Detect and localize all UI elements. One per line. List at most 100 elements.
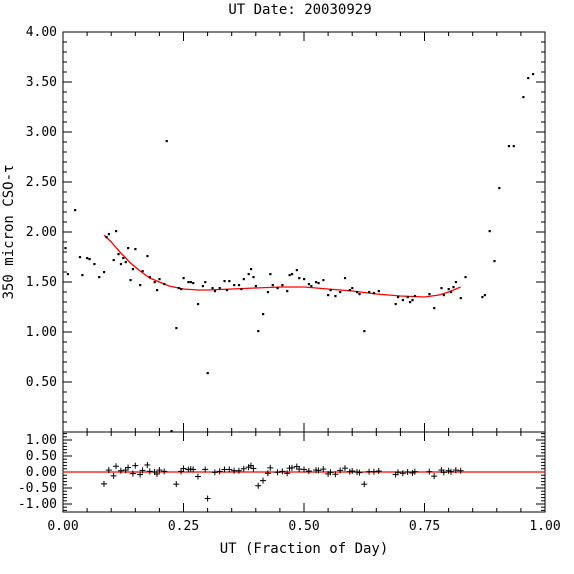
data-point bbox=[225, 289, 229, 292]
data-point bbox=[74, 209, 77, 212]
y-tick-label: 2.00 bbox=[26, 225, 57, 240]
x-tick-label: 0.50 bbox=[288, 519, 319, 534]
data-point bbox=[122, 257, 125, 260]
residual-marker bbox=[153, 470, 160, 477]
data-point bbox=[107, 233, 110, 236]
data-point bbox=[228, 280, 231, 283]
data-point bbox=[329, 289, 332, 292]
data-point bbox=[498, 187, 501, 190]
residual-marker bbox=[156, 467, 163, 474]
residual-marker bbox=[173, 481, 180, 488]
x-tick-label: 0.25 bbox=[168, 519, 199, 534]
y-tick-label: 1.00 bbox=[26, 433, 57, 448]
data-point bbox=[356, 291, 359, 294]
residual-marker bbox=[216, 468, 223, 475]
residual-marker bbox=[100, 480, 107, 487]
data-point bbox=[433, 307, 436, 310]
data-point bbox=[459, 297, 462, 300]
data-point bbox=[295, 269, 298, 272]
residual-marker bbox=[440, 469, 447, 476]
residual-plot-panel: 0.00 0.25 0.50 0.75 1.001.000.500.00-0.50-1.… bbox=[18, 431, 561, 534]
residual-axis-ticks: 0.00 0.25 0.50 0.75 1.001.000.500.00-0.50-1.… bbox=[18, 432, 561, 534]
residual-marker bbox=[404, 469, 411, 475]
data-point bbox=[450, 291, 453, 294]
data-point bbox=[158, 278, 161, 281]
data-point bbox=[204, 281, 207, 284]
data-point bbox=[483, 294, 486, 297]
data-point bbox=[413, 295, 417, 298]
data-point bbox=[223, 280, 226, 283]
residual-marker bbox=[132, 462, 139, 469]
residual-marker bbox=[146, 468, 153, 475]
data-point bbox=[286, 290, 289, 293]
data-point bbox=[102, 271, 106, 274]
data-point bbox=[88, 258, 91, 261]
y-tick-label: 0.00 bbox=[26, 465, 57, 480]
data-point bbox=[440, 287, 443, 290]
data-point bbox=[372, 292, 376, 295]
data-point bbox=[276, 287, 279, 290]
y-tick-label: 4.00 bbox=[26, 25, 57, 40]
y-tick-label: 3.00 bbox=[26, 125, 57, 140]
data-point bbox=[269, 273, 272, 276]
data-point bbox=[182, 277, 185, 280]
data-point bbox=[281, 284, 284, 287]
residual-marker bbox=[264, 470, 271, 477]
main-axis-ticks: 0.50 1.00 1.50 2.00 2.50 3.00 3.50 4.00 bbox=[26, 25, 546, 433]
residual-marker bbox=[394, 469, 401, 476]
data-point bbox=[262, 313, 265, 316]
data-point bbox=[112, 259, 115, 262]
data-point bbox=[127, 247, 130, 250]
y-tick-label: -0.50 bbox=[18, 481, 57, 496]
data-point bbox=[527, 77, 530, 80]
data-point bbox=[481, 296, 484, 299]
residual-marker bbox=[341, 465, 348, 472]
residual-marker bbox=[204, 495, 211, 502]
data-point bbox=[363, 330, 366, 333]
residual-marker bbox=[211, 469, 218, 476]
data-point bbox=[310, 285, 313, 288]
data-point bbox=[315, 281, 318, 284]
data-point bbox=[129, 279, 132, 282]
data-point bbox=[252, 276, 255, 279]
data-point bbox=[368, 291, 371, 294]
data-point bbox=[339, 291, 342, 294]
residual-marker bbox=[235, 467, 242, 474]
data-point bbox=[493, 260, 496, 263]
data-point bbox=[249, 268, 253, 271]
data-point bbox=[170, 430, 173, 433]
data-point bbox=[401, 299, 405, 302]
data-point bbox=[266, 291, 270, 294]
data-point bbox=[334, 295, 337, 298]
data-point bbox=[303, 278, 306, 281]
data-point bbox=[117, 253, 120, 256]
y-tick-label: 2.50 bbox=[26, 175, 57, 190]
data-point bbox=[78, 256, 82, 259]
data-point bbox=[464, 276, 467, 279]
x-axis-title: UT (Fraction of Day) bbox=[220, 541, 389, 557]
data-point bbox=[124, 261, 127, 264]
data-point bbox=[522, 96, 525, 99]
data-point bbox=[271, 284, 274, 287]
data-points bbox=[64, 73, 535, 433]
residual-marker bbox=[190, 466, 197, 473]
residual-marker bbox=[305, 468, 312, 475]
residual-marker bbox=[255, 482, 262, 489]
data-point bbox=[247, 273, 250, 276]
residual-marker bbox=[250, 465, 257, 472]
residual-marker bbox=[356, 469, 363, 476]
data-point bbox=[139, 284, 142, 287]
data-point bbox=[394, 303, 397, 306]
y-axis-title: 350 micron CSO-τ bbox=[1, 165, 17, 300]
residual-marker bbox=[139, 467, 146, 474]
main-plot-frame bbox=[62, 31, 546, 433]
data-point bbox=[211, 287, 214, 290]
data-point bbox=[187, 281, 190, 284]
data-point bbox=[512, 145, 515, 148]
y-tick-label: 0.50 bbox=[26, 449, 57, 464]
residual-marker bbox=[370, 468, 377, 475]
data-point bbox=[115, 230, 118, 233]
data-point bbox=[409, 301, 412, 304]
data-point bbox=[254, 285, 257, 288]
data-point bbox=[81, 274, 84, 277]
